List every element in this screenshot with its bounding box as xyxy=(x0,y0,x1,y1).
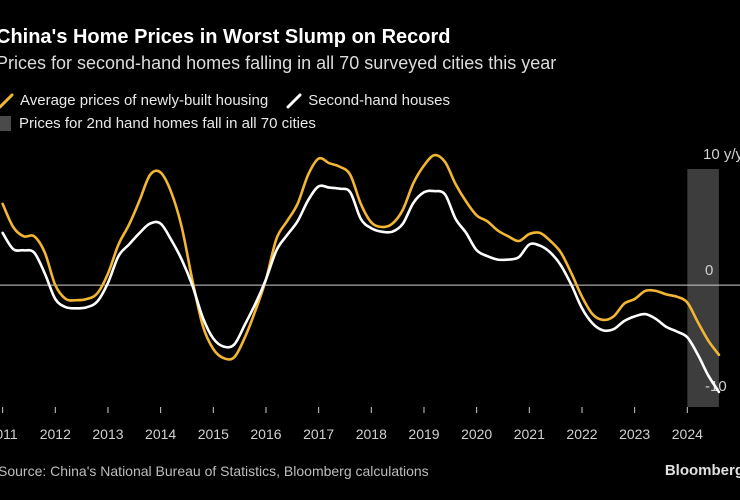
x-tick-label-2021: 2021 xyxy=(514,426,545,442)
x-tick-label-2012: 2012 xyxy=(40,426,71,442)
bloomberg-logo: Bloomberg xyxy=(664,462,740,479)
legend-item-second-hand: Second-hand houses xyxy=(286,92,450,109)
x-tick-label-2022: 2022 xyxy=(566,426,597,442)
series-line-second-hand xyxy=(1,184,721,394)
chart-subtitle: Prices for second-hand homes falling in … xyxy=(0,53,557,73)
x-tick-label-2011: 2011 xyxy=(0,426,18,442)
x-tick-label-2015: 2015 xyxy=(198,426,229,442)
y-tick-label-0: 0 xyxy=(705,262,713,279)
x-tick-label-2020: 2020 xyxy=(461,426,492,442)
x-tick-label-2019: 2019 xyxy=(408,426,439,442)
x-tick-label-2016: 2016 xyxy=(250,426,281,442)
source-note: Source: China's National Bureau of Stati… xyxy=(0,463,429,479)
x-tick-label-2013: 2013 xyxy=(92,426,123,442)
legend-item-newly-built: Average prices of newly-built housing xyxy=(0,92,268,109)
legend-label-second-hand: Second-hand houses xyxy=(308,92,450,109)
y-unit-label: 10 y/y xyxy=(703,146,740,163)
x-tick-label-2023: 2023 xyxy=(619,426,650,442)
x-tick-label-2017: 2017 xyxy=(303,426,334,442)
series-line-newly-built xyxy=(1,153,721,361)
x-tick-label-2014: 2014 xyxy=(145,426,176,442)
legend-shading-row: Prices for 2nd hand homes fall in all 70… xyxy=(0,115,316,132)
legend-label-newly-built: Average prices of newly-built housing xyxy=(20,92,269,109)
x-tick-label-2024: 2024 xyxy=(672,426,703,442)
legend-swatch-newly-built xyxy=(0,93,14,108)
x-tick-label-2018: 2018 xyxy=(356,426,387,442)
shaded-period xyxy=(687,169,719,407)
legend-label-shading: Prices for 2nd hand homes fall in all 70… xyxy=(19,115,316,132)
legend: Average prices of newly-built housing Se… xyxy=(0,92,468,109)
chart-title: China's Home Prices in Worst Slump on Re… xyxy=(0,26,451,48)
legend-swatch-second-hand xyxy=(286,93,302,108)
legend-swatch-shading xyxy=(0,116,11,131)
